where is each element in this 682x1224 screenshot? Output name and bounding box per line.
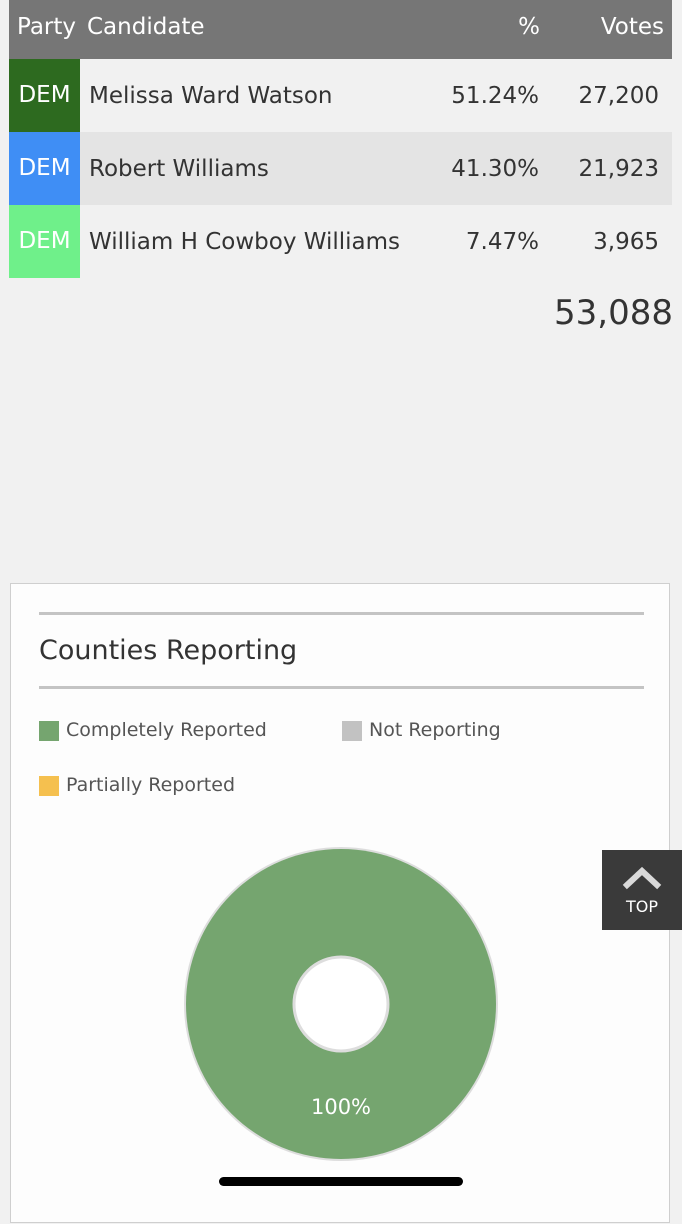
- candidate-votes: 3,965: [593, 229, 659, 255]
- pie-data-label: 100%: [311, 1095, 371, 1119]
- header-candidate: Candidate: [87, 14, 205, 40]
- candidate-row: DEM Robert Williams 41.30% 21,923: [9, 132, 672, 205]
- counties-title: Counties Reporting: [39, 635, 298, 666]
- counties-donut-chart: 100%: [184, 847, 498, 1161]
- candidate-name: Robert Williams: [89, 156, 269, 182]
- divider: [39, 612, 644, 615]
- legend-label: Completely Reported: [66, 719, 267, 741]
- legend-swatch: [342, 721, 362, 741]
- candidate-votes: 27,200: [578, 83, 659, 109]
- donut-hole: [292, 955, 390, 1053]
- legend-label: Not Reporting: [369, 719, 501, 741]
- candidate-percent: 51.24%: [451, 83, 539, 109]
- candidate-name: Melissa Ward Watson: [89, 83, 333, 109]
- counties-reporting-card: Counties Reporting Completely Reported N…: [10, 583, 670, 1223]
- chevron-up-icon: [622, 866, 662, 890]
- candidate-row: DEM William H Cowboy Williams 7.47% 3,96…: [9, 205, 672, 278]
- home-indicator: [219, 1177, 463, 1186]
- legend-swatch: [39, 776, 59, 796]
- legend-label: Partially Reported: [66, 774, 236, 796]
- header-party: Party: [17, 14, 77, 40]
- header-votes: Votes: [600, 14, 664, 40]
- candidate-votes: 21,923: [578, 156, 659, 182]
- scroll-to-top-button[interactable]: TOP: [602, 850, 682, 930]
- candidate-row: DEM Melissa Ward Watson 51.24% 27,200: [9, 59, 672, 132]
- candidate-percent: 41.30%: [451, 156, 539, 182]
- divider: [39, 686, 644, 689]
- results-header-row: Party Candidate % Votes: [9, 0, 672, 59]
- party-badge: DEM: [9, 205, 80, 278]
- candidate-percent: 7.47%: [465, 229, 539, 255]
- candidate-name: William H Cowboy Williams: [89, 229, 401, 255]
- party-badge: DEM: [9, 132, 80, 205]
- top-label: TOP: [625, 897, 658, 916]
- header-percent: %: [518, 14, 540, 40]
- total-votes: 53,088: [554, 293, 673, 333]
- legend-swatch: [39, 721, 59, 741]
- party-badge: DEM: [9, 59, 80, 132]
- results-table: Party Candidate % Votes DEM Melissa Ward…: [9, 0, 672, 278]
